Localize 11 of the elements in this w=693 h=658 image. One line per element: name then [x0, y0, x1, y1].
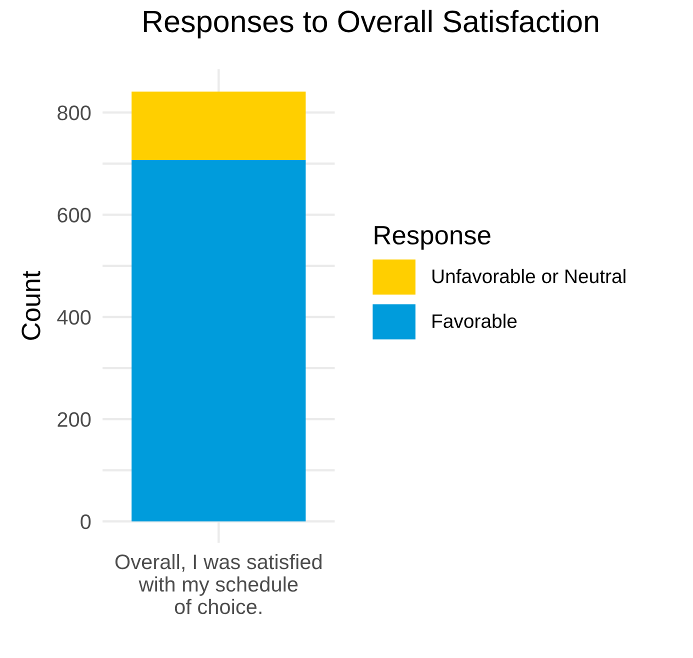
chart-title: Responses to Overall Satisfaction — [144, 10, 598, 38]
y-tick-label: 0 — [80, 514, 91, 530]
y-axis-title: Count — [22, 270, 40, 340]
y-tick-label: 200 — [58, 412, 91, 427]
y-tick-label: 400 — [57, 310, 91, 325]
legend-label: Unfavorable or Neutral — [432, 268, 626, 284]
x-tick-label: Overall, I was satisfied with my schedule of choice. — [115, 554, 322, 614]
y-tick-label: 800 — [58, 106, 91, 120]
y-tick-label: 600 — [58, 208, 91, 222]
legend-label: Favorable — [432, 314, 517, 328]
legend-title: Response — [374, 226, 490, 250]
